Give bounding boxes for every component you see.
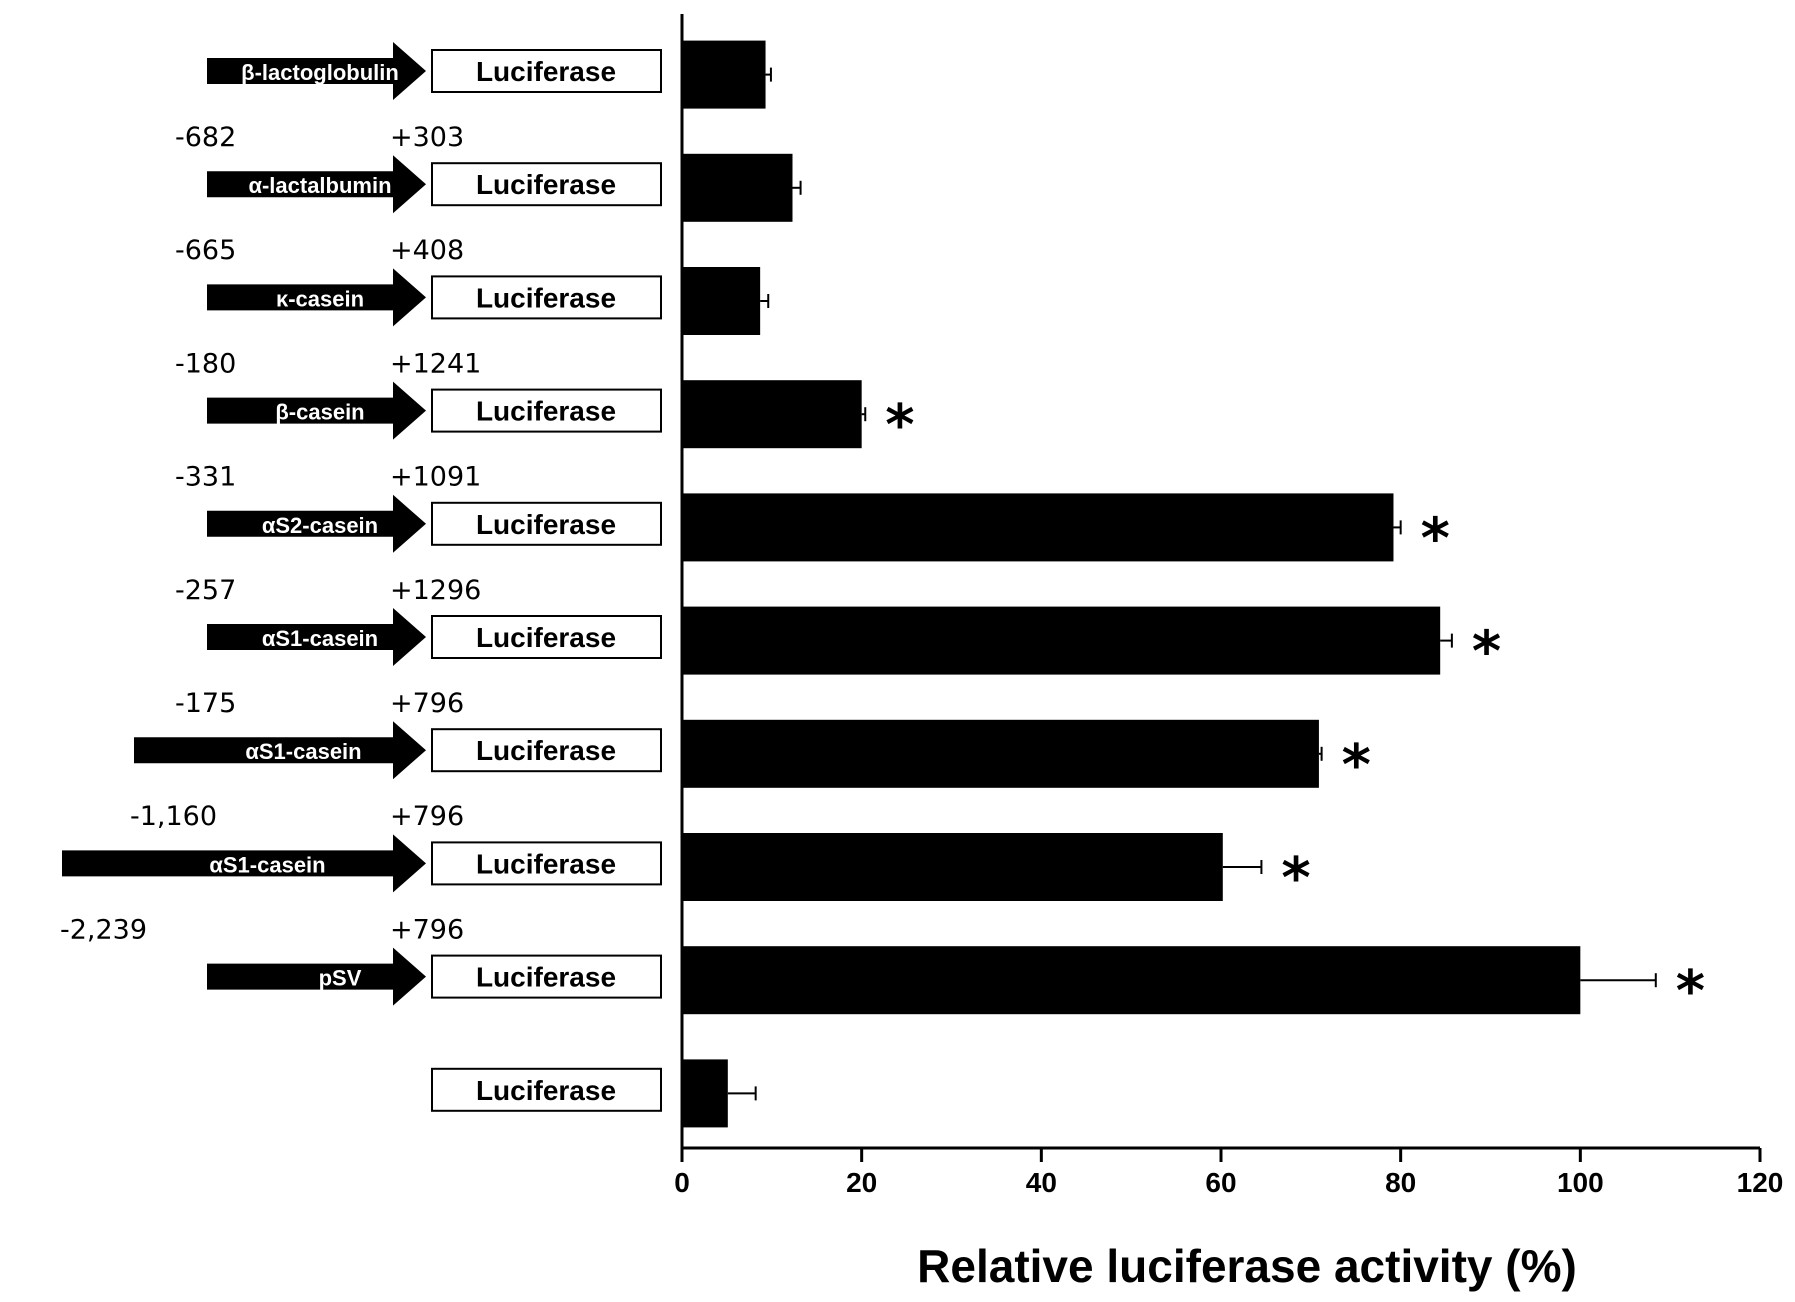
coord-start: -2,239: [60, 914, 147, 945]
bar: [682, 40, 766, 109]
x-axis-title: Relative luciferase activity (%): [917, 1240, 1577, 1292]
coord-end: +796: [390, 801, 464, 832]
significance-star: *: [1472, 620, 1501, 685]
promoter-arrow: [207, 494, 426, 553]
coord-start: -665: [175, 235, 236, 266]
coord-end: +796: [390, 688, 464, 719]
luciferase-box: [431, 615, 662, 659]
coord-end: +1091: [390, 462, 481, 493]
luciferase-box: [431, 275, 662, 320]
luciferase-box: [431, 728, 662, 773]
bar: [682, 1059, 728, 1128]
x-axis-ticks: 0 20 40 60 80 100 120: [674, 1148, 1783, 1198]
luciferase-label: Luciferase: [476, 282, 616, 313]
x-tick-label: 40: [1026, 1167, 1057, 1198]
x-tick-label: 80: [1385, 1167, 1416, 1198]
significance-star: *: [1421, 506, 1450, 571]
luciferase-label: Luciferase: [476, 56, 616, 87]
coord-start: -257: [175, 575, 236, 606]
axes: 0 20 40 60 80 100 120: [674, 14, 1783, 1198]
coord-end: +1296: [390, 575, 481, 606]
coord-end: +303: [390, 122, 464, 153]
luciferase-label: Luciferase: [476, 396, 616, 427]
promoter-arrow: [134, 721, 426, 780]
coord-start: -1,160: [130, 801, 217, 832]
coord-end: +1241: [390, 348, 481, 379]
promoter-label: αS1-casein: [245, 739, 361, 764]
luciferase-label: Luciferase: [476, 848, 616, 879]
promoter-label: αS1-casein: [262, 626, 378, 651]
promoter-label: β-lactoglobulin: [241, 60, 399, 85]
coord-start: -682: [175, 122, 236, 153]
coord-end: +408: [390, 235, 464, 266]
bar: [682, 606, 1441, 675]
significance-star: *: [1676, 959, 1705, 1024]
luciferase-box: [431, 841, 662, 886]
luciferase-label: Luciferase: [476, 622, 616, 653]
bar: [682, 267, 761, 335]
bar: [682, 946, 1581, 1015]
luciferase-label: Luciferase: [476, 735, 616, 766]
luciferase-label: Luciferase: [476, 509, 616, 540]
bar: [682, 493, 1394, 562]
promoter-arrow: [207, 947, 426, 1006]
bar-series: * * * * * *: [682, 40, 1705, 1128]
bar: [682, 153, 793, 222]
luciferase-label: Luciferase: [476, 1075, 616, 1106]
promoter-label: αS2-casein: [262, 513, 378, 538]
significance-star: *: [1342, 733, 1371, 798]
promoter-arrow: [207, 381, 426, 440]
promoter-label: pSV: [319, 966, 362, 991]
x-tick-label: 120: [1737, 1167, 1784, 1198]
coord-start: -331: [175, 462, 236, 493]
significance-star: *: [1281, 846, 1310, 911]
promoter-arrow: [207, 608, 426, 666]
significance-star: *: [885, 393, 914, 458]
bar: [682, 719, 1319, 788]
x-tick-label: 0: [674, 1167, 690, 1198]
promoter-label: κ-casein: [276, 286, 364, 311]
luciferase-label: Luciferase: [476, 962, 616, 993]
luciferase-box: [431, 162, 662, 207]
luciferase-box: [431, 954, 662, 999]
coord-start: -175: [175, 688, 236, 719]
promoter-arrow: [207, 42, 426, 100]
luciferase-label: Luciferase: [476, 169, 616, 200]
promoter-label: α-lactalbumin: [248, 173, 391, 198]
bar: [682, 380, 862, 449]
coord-end: +796: [390, 914, 464, 945]
luciferase-box: [431, 388, 662, 433]
promoter-arrow: [207, 268, 426, 327]
promoter-arrow: [62, 834, 426, 893]
x-tick-label: 20: [846, 1167, 877, 1198]
promoter-constructs: Luciferase β-lactoglobulin -682 +303 Lucifer…: [60, 42, 662, 1112]
luciferase-box: [431, 1067, 662, 1112]
x-tick-label: 60: [1205, 1167, 1236, 1198]
promoter-label: β-casein: [275, 400, 364, 425]
promoter-arrow: [207, 155, 426, 214]
promoter-label: αS1-casein: [209, 852, 325, 877]
bar: [682, 833, 1223, 901]
x-tick-label: 100: [1557, 1167, 1604, 1198]
luciferase-box: [431, 501, 662, 546]
coord-start: -180: [175, 348, 236, 379]
luciferase-box: [431, 49, 662, 93]
